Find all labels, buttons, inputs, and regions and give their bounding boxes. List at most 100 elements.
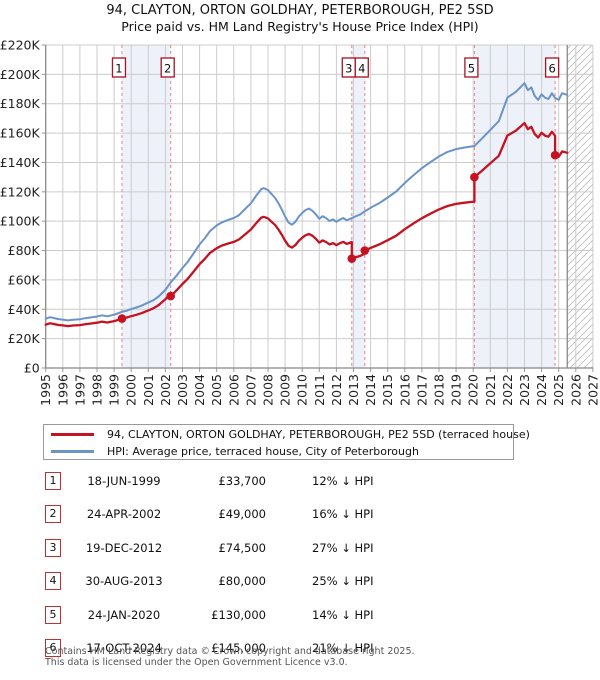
svg-text:2005: 2005 (209, 374, 224, 406)
svg-text:2007: 2007 (243, 374, 258, 406)
svg-text:2002: 2002 (158, 374, 173, 406)
svg-text:5: 5 (468, 62, 475, 76)
sale-marker-box: 4 (354, 57, 369, 78)
svg-text:2018: 2018 (432, 374, 447, 406)
svg-text:2023: 2023 (517, 374, 532, 406)
svg-text:3: 3 (345, 62, 352, 76)
ownership-band (121, 45, 171, 368)
sale-point (360, 246, 370, 255)
sale-number-badge: 1 (45, 472, 61, 490)
sale-date: 24-APR-2002 (86, 507, 162, 521)
svg-text:2003: 2003 (175, 374, 190, 406)
svg-text:2026: 2026 (568, 374, 583, 406)
sale-row: 3 19-DEC-2012 £74,500 27% ↓ HPI (45, 539, 465, 558)
sale-row: 6 17-OCT-2024 £145,000 21% ↓ HPI (45, 639, 465, 658)
license-footer: Contains HM Land Registry data © Crown c… (45, 646, 415, 668)
svg-text:2019: 2019 (449, 374, 464, 406)
sale-price: £49,000 (218, 507, 266, 521)
sale-point (470, 172, 479, 182)
legend-label-price-paid: 94, CLAYTON, ORTON GOLDHAY, PETERBOROUGH… (107, 427, 530, 441)
svg-text:£180K: £180K (0, 96, 40, 111)
svg-text:2001: 2001 (141, 374, 156, 406)
svg-text:1996: 1996 (55, 374, 70, 406)
sale-price: £130,000 (211, 608, 266, 622)
svg-text:2013: 2013 (346, 374, 361, 406)
svg-text:2027: 2027 (585, 374, 600, 406)
sale-number-badge: 6 (45, 639, 61, 657)
y-axis-labels: £0 £20K £40K £60K £80K £100K £120K £140K £160K £1… (0, 38, 40, 376)
sale-pct-vs-hpi: 12% ↓ HPI (312, 474, 374, 488)
axis-ticks (41, 44, 594, 372)
svg-text:£220K: £220K (0, 38, 40, 53)
sale-number-badge: 3 (45, 539, 61, 557)
svg-text:2017: 2017 (414, 374, 429, 406)
sale-marker-box: 3 (341, 57, 356, 78)
x-axis-labels: 1995 1996 1997 1998 1999 2000 2001 2002 2003 2004… (38, 374, 600, 406)
svg-text:£60K: £60K (8, 272, 41, 287)
page-title: 94, CLAYTON, ORTON GOLDHAY, PETERBOROUGH… (106, 3, 494, 18)
svg-text:1998: 1998 (90, 374, 105, 406)
svg-text:1997: 1997 (72, 374, 87, 406)
svg-text:£200K: £200K (0, 67, 40, 82)
svg-text:1: 1 (115, 62, 122, 76)
legend-item-price-paid: 94, CLAYTON, ORTON GOLDHAY, PETERBOROUGH… (44, 426, 530, 442)
footer-line-1: Contains HM Land Registry data © Crown c… (45, 646, 415, 657)
sale-row: 4 30-AUG-2013 £80,000 25% ↓ HPI (45, 572, 465, 591)
sale-marker-box: 2 (160, 57, 175, 78)
price-paid-line-swatch (51, 432, 94, 436)
sale-pct-vs-hpi: 25% ↓ HPI (312, 574, 374, 588)
svg-text:£80K: £80K (8, 243, 41, 258)
sale-point (550, 150, 560, 160)
sale-date: 17-OCT-2024 (86, 641, 162, 655)
sale-point (117, 314, 127, 323)
sale-number-badge: 5 (45, 606, 61, 624)
sale-price: £74,500 (218, 541, 266, 555)
sale-price: £33,700 (218, 474, 266, 488)
svg-text:2016: 2016 (397, 374, 412, 406)
sale-pct-vs-hpi: 27% ↓ HPI (312, 541, 374, 555)
svg-text:£40K: £40K (8, 302, 41, 317)
legend-item-hpi: HPI: Average price, terraced house, City… (44, 443, 513, 459)
footer-line-2: This data is licensed under the Open Gov… (45, 656, 348, 668)
svg-text:2000: 2000 (124, 374, 139, 406)
sale-point (166, 291, 176, 301)
sale-price: £80,000 (218, 574, 266, 588)
hpi-line (44, 82, 569, 322)
svg-text:£120K: £120K (0, 184, 40, 199)
price-chart-svg: 1 2 3 4 5 6£0£20K£40K£60K£80K£100K£120K£140K£… (0, 38, 600, 406)
sale-date: 30-AUG-2013 (85, 574, 163, 588)
sale-row: 5 24-JAN-2020 £130,000 14% ↓ HPI (45, 606, 465, 625)
sale-point (347, 254, 357, 263)
svg-text:2004: 2004 (192, 374, 207, 406)
svg-text:2021: 2021 (483, 374, 498, 406)
svg-text:£20K: £20K (8, 331, 41, 346)
svg-text:1995: 1995 (38, 374, 53, 406)
price-paid-line (44, 121, 569, 328)
sale-pct-vs-hpi: 21% ↓ HPI (312, 641, 374, 655)
grid (45, 44, 594, 369)
svg-text:£0: £0 (24, 361, 40, 376)
future-hatch-region (567, 45, 593, 368)
sale-marker-box: 6 (544, 57, 560, 78)
svg-text:6: 6 (548, 62, 555, 76)
svg-text:2010: 2010 (295, 374, 310, 406)
sale-marker-box: 5 (464, 57, 479, 78)
svg-text:2: 2 (164, 62, 171, 76)
sale-row: 1 18-JUN-1999 £33,700 12% ↓ HPI (45, 472, 465, 491)
svg-text:2008: 2008 (261, 374, 276, 406)
ownership-band (351, 45, 365, 368)
sale-date: 19-DEC-2012 (85, 541, 163, 555)
svg-text:4: 4 (358, 62, 365, 76)
sale-pct-vs-hpi: 16% ↓ HPI (312, 507, 374, 521)
svg-text:2012: 2012 (329, 374, 344, 406)
svg-text:2009: 2009 (278, 374, 293, 406)
svg-text:2020: 2020 (466, 374, 481, 406)
sale-number-badge: 4 (45, 572, 61, 590)
svg-text:2025: 2025 (551, 374, 566, 406)
svg-text:2022: 2022 (500, 374, 515, 406)
svg-text:2011: 2011 (312, 374, 327, 406)
svg-text:£140K: £140K (0, 155, 40, 170)
svg-text:£160K: £160K (0, 126, 40, 141)
page-subtitle: Price paid vs. HM Land Registry's House … (121, 19, 479, 34)
sale-price: £145,000 (211, 641, 266, 655)
